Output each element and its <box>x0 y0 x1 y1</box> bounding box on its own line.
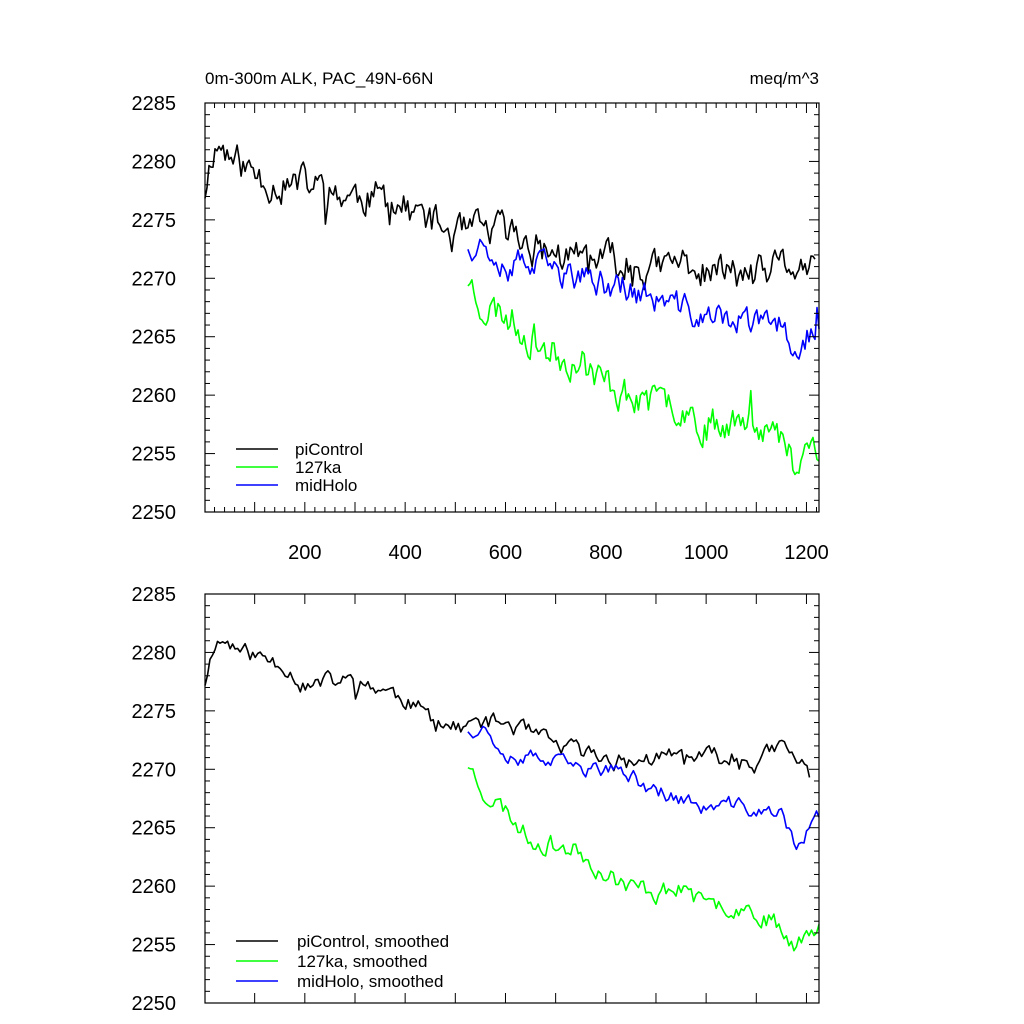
x-tick-label: 1000 <box>684 542 729 564</box>
x-tick-label: 600 <box>489 542 522 564</box>
figure-title: 0m-300m ALK, PAC_49N-66N meq/m^3 <box>205 69 819 88</box>
plot-frame <box>204 593 820 1004</box>
legend-label: midHolo, smoothed <box>297 972 443 991</box>
series-line-127ka <box>467 279 820 476</box>
legend-label: 127ka, smoothed <box>297 952 427 971</box>
y-tick-label: 2285 <box>132 584 177 606</box>
y-axis: 2250 2255 2260 2265 2270 2275 2280 2285 <box>132 584 819 1015</box>
y-tick-label: 2260 <box>132 876 177 898</box>
bottom-panel: 2250 2255 2260 2265 2270 2275 2280 2285 piContro… <box>132 584 820 1015</box>
y-tick-label: 2260 <box>132 385 177 407</box>
y-tick-label: 2265 <box>132 327 177 349</box>
y-tick-label: 2250 <box>132 993 177 1015</box>
y-tick-label: 2255 <box>132 935 177 957</box>
x-tick-label: 400 <box>388 542 421 564</box>
top-panel: 2250 2255 2260 2265 2270 2275 2280 2285 200 400 60… <box>132 93 829 564</box>
series-line-127ka-smoothed <box>467 766 820 952</box>
title-left: 0m-300m ALK, PAC_49N-66N <box>205 69 433 88</box>
y-tick-label: 2270 <box>132 759 177 781</box>
y-tick-label: 2265 <box>132 818 177 840</box>
y-tick-label: 2275 <box>132 701 177 723</box>
series-line-picontrol-smoothed <box>204 640 811 778</box>
y-tick-label: 2255 <box>132 444 177 466</box>
legend-label: 127ka <box>295 458 342 477</box>
title-right: meq/m^3 <box>750 69 819 88</box>
series-line-midholo-smoothed <box>467 725 820 851</box>
plot-frame <box>204 102 820 513</box>
legend-label: piControl <box>295 440 363 459</box>
x-tick-label: 800 <box>589 542 622 564</box>
x-tick-label: 200 <box>288 542 321 564</box>
series-line-midholo <box>467 238 820 360</box>
y-tick-label: 2285 <box>132 93 177 115</box>
x-tick-label: 1200 <box>784 542 829 564</box>
y-tick-label: 2270 <box>132 268 177 290</box>
x-axis: 200 400 600 800 1000 1200 <box>214 103 829 564</box>
y-tick-label: 2280 <box>132 151 177 173</box>
y-tick-label: 2250 <box>132 502 177 524</box>
y-tick-label: 2280 <box>132 642 177 664</box>
series-line-picontrol <box>204 144 816 291</box>
legend-label: piControl, smoothed <box>297 932 449 951</box>
y-axis: 2250 2255 2260 2265 2270 2275 2280 2285 <box>132 93 819 524</box>
legend-label: midHolo <box>295 476 357 495</box>
plot-area <box>204 640 820 952</box>
y-tick-label: 2275 <box>132 210 177 232</box>
plot-area <box>204 144 820 476</box>
x-axis <box>254 594 807 1003</box>
